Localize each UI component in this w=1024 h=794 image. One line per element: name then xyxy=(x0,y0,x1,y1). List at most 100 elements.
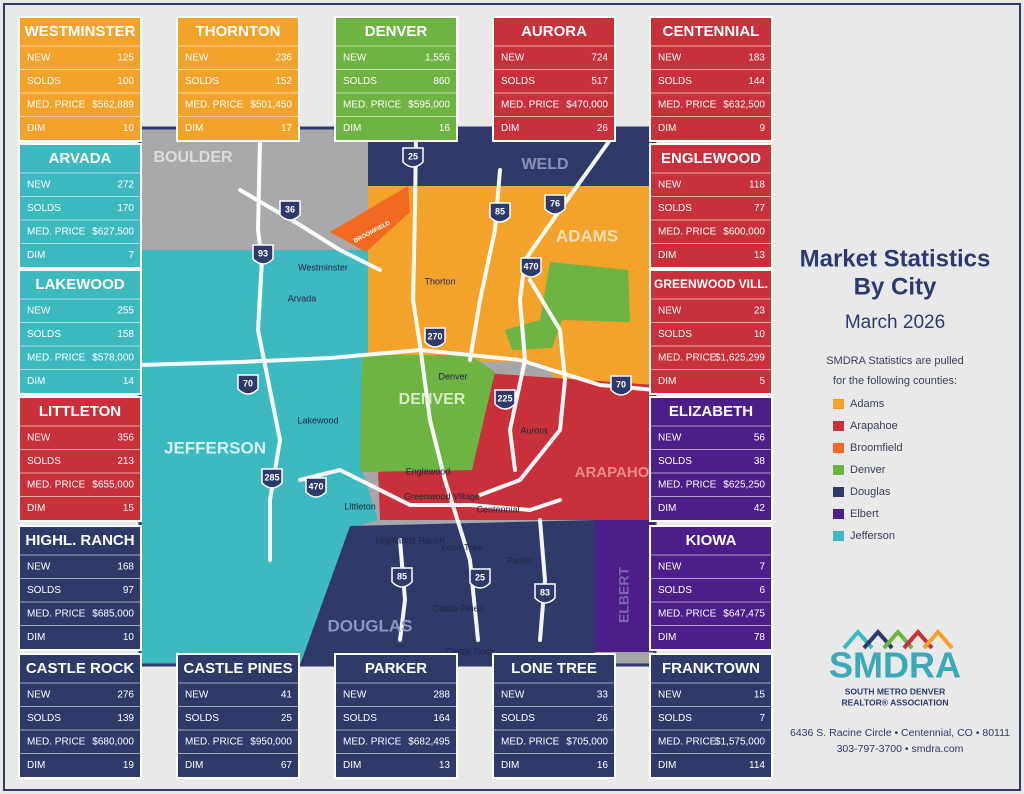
stat-label: MED. PRICE xyxy=(658,99,717,110)
stat-value: 272 xyxy=(117,179,134,190)
stat-label: SOLDS xyxy=(27,203,61,214)
stat-value: 5 xyxy=(759,376,765,387)
stat-label: DIM xyxy=(27,250,45,261)
stat-value: 97 xyxy=(123,585,135,596)
city-name: LITTLETON xyxy=(39,403,121,420)
stat-value: 13 xyxy=(439,760,451,771)
legend-label: Jefferson xyxy=(850,530,895,542)
highway-number: 25 xyxy=(475,572,485,582)
stat-label: DIM xyxy=(185,123,203,134)
county-label: ADAMS xyxy=(556,226,618,245)
card-body xyxy=(178,18,298,140)
stat-label: MED. PRICE xyxy=(658,226,717,237)
stat-value: 16 xyxy=(597,760,609,771)
city-name: CASTLE ROCK xyxy=(26,660,135,677)
legend-label: Broomfield xyxy=(850,442,903,454)
place-label: Lakewood xyxy=(297,415,338,425)
stat-label: DIM xyxy=(658,250,676,261)
city-card: CASTLE PINES NEW 41 SOLDS 25 MED. PRICE $950,0… xyxy=(176,653,300,779)
stat-label: SOLDS xyxy=(27,585,61,596)
stat-value: 125 xyxy=(117,52,134,63)
city-card: WESTMINSTER NEW 125 SOLDS 100 MED. PRICE $562,… xyxy=(18,16,142,142)
stat-value: $578,000 xyxy=(92,352,134,363)
place-label: Arvada xyxy=(288,293,317,303)
city-card: ARVADA NEW 272 SOLDS 170 MED. PRICE $627,500 DI… xyxy=(18,143,142,269)
stat-label: NEW xyxy=(185,689,209,700)
card-body xyxy=(494,655,614,777)
road xyxy=(256,138,282,562)
stat-value: 78 xyxy=(754,632,766,643)
city-card: LAKEWOOD NEW 255 SOLDS 158 MED. PRICE $578,000… xyxy=(18,269,142,395)
stat-label: NEW xyxy=(343,689,367,700)
place-label: Thorton xyxy=(424,276,455,286)
stat-value: 25 xyxy=(281,713,293,724)
stat-value: 1,556 xyxy=(425,52,450,63)
page-frame xyxy=(3,3,1021,791)
highway-number: 270 xyxy=(427,331,442,341)
stat-value: $595,000 xyxy=(408,99,450,110)
stat-value: 139 xyxy=(117,713,134,724)
stat-value: 9 xyxy=(759,123,765,134)
card-body xyxy=(336,18,456,140)
card-body xyxy=(336,655,456,777)
stat-value: 276 xyxy=(117,689,134,700)
stat-value: 14 xyxy=(123,376,135,387)
place-label: Aurora xyxy=(520,425,547,435)
stat-value: 170 xyxy=(117,203,134,214)
stat-value: 42 xyxy=(754,503,766,514)
highway-number: 70 xyxy=(243,378,253,388)
stat-label: SOLDS xyxy=(501,76,535,87)
stat-value: $625,250 xyxy=(723,479,765,490)
stat-value: 356 xyxy=(117,432,134,443)
place-label: Highlands Ranch xyxy=(376,535,445,545)
stat-label: MED. PRICE xyxy=(27,608,86,619)
county-elbert xyxy=(595,520,655,652)
stat-label: DIM xyxy=(27,376,45,387)
legend-label: Douglas xyxy=(850,486,891,498)
stat-value: 118 xyxy=(749,179,765,190)
stat-label: MED. PRICE xyxy=(27,736,86,747)
highway-number: 85 xyxy=(495,206,505,216)
title-line: By City xyxy=(854,273,937,300)
city-card: CASTLE ROCK NEW 276 SOLDS 139 MED. PRICE $680,… xyxy=(18,653,142,779)
county-label: ELBERT xyxy=(616,567,632,623)
contact-line: 303-797-3700 • smdra.com xyxy=(837,743,964,755)
stat-label: DIM xyxy=(658,632,676,643)
stat-value: 26 xyxy=(597,713,609,724)
stat-value: 152 xyxy=(275,76,292,87)
card-body xyxy=(20,271,140,393)
stat-label: SOLDS xyxy=(501,713,535,724)
highway-number: 83 xyxy=(540,587,550,597)
county-label: JEFFERSON xyxy=(164,438,266,457)
stat-value: 114 xyxy=(749,760,765,771)
legend-swatch xyxy=(833,443,844,453)
stat-value: 23 xyxy=(754,305,766,316)
city-card: DENVER NEW 1,556 SOLDS 860 MED. PRICE $595,000… xyxy=(334,16,458,142)
stat-value: 10 xyxy=(123,632,135,643)
stat-value: 288 xyxy=(433,689,450,700)
place-label: Castle Rock xyxy=(446,646,495,656)
city-name: CENTENNIAL xyxy=(663,23,760,40)
city-name: HIGHL. RANCH xyxy=(25,532,134,549)
stat-label: NEW xyxy=(658,179,682,190)
highway-number: 70 xyxy=(616,379,626,389)
highway-number: 76 xyxy=(550,198,560,208)
stat-value: $950,000 xyxy=(250,736,292,747)
highway-shield xyxy=(520,257,542,278)
stat-value: 77 xyxy=(754,203,766,214)
city-card: ENGLEWOOD NEW 118 SOLDS 77 MED. PRICE $600,000… xyxy=(649,143,773,269)
card-body xyxy=(651,145,771,267)
highway-number: 93 xyxy=(258,248,268,258)
place-label: Lone Tree xyxy=(442,542,483,552)
stat-label: MED. PRICE xyxy=(27,99,86,110)
card-body xyxy=(178,655,298,777)
card-body xyxy=(20,655,140,777)
logo-roof xyxy=(922,628,954,650)
stat-value: 41 xyxy=(281,689,293,700)
stat-label: NEW xyxy=(343,52,367,63)
stat-value: 183 xyxy=(748,52,765,63)
card-body xyxy=(20,527,140,649)
stat-value: $1,625,299 xyxy=(715,352,765,363)
